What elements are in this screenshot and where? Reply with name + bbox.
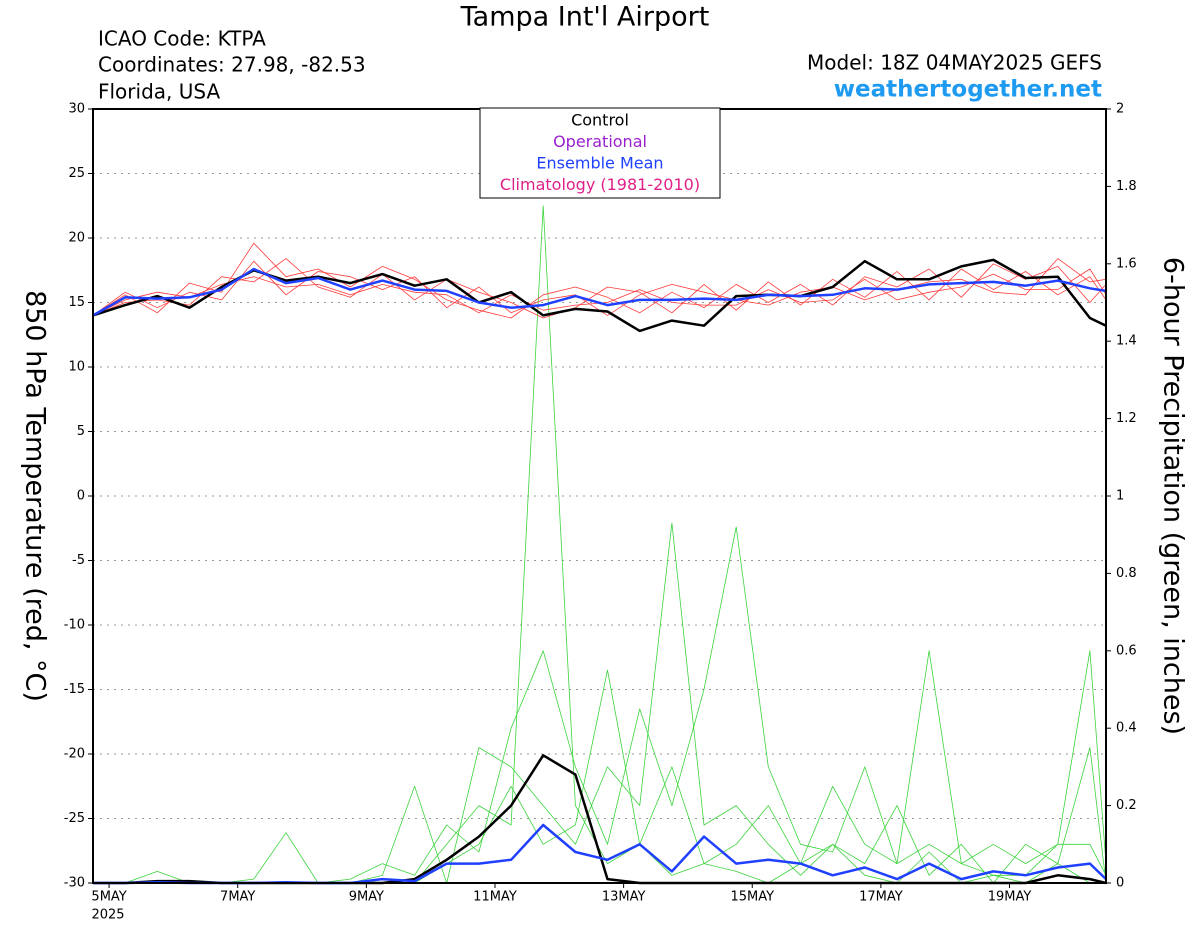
precip-member-line (93, 522, 1107, 884)
y2-tick-label: 1.4 (1116, 334, 1137, 349)
temp-member-line (92, 242, 1107, 319)
x-tick-label: 13MAY (602, 890, 646, 905)
temp-member-line (92, 258, 1107, 316)
y2-tick-label: 1 (1116, 489, 1124, 504)
y2-tick-label: 0 (1116, 876, 1124, 891)
info-line: ICAO Code: KTPA (98, 27, 266, 51)
y-tick-label: -25 (64, 811, 85, 826)
year-label: 2025 (91, 908, 124, 923)
y-tick-label: 10 (68, 360, 85, 375)
y-tick-label: -20 (64, 747, 85, 762)
y-tick-label: 0 (77, 489, 85, 504)
y2-tick-label: 0.8 (1116, 566, 1137, 581)
temp-control-line (92, 258, 1107, 333)
plot-area (88, 108, 1111, 888)
x-tick-label: 15MAY (730, 890, 774, 905)
y2-tick-label: 2 (1116, 102, 1124, 117)
y2-tick-label: 1.2 (1116, 411, 1137, 426)
y-tick-label: 30 (68, 102, 85, 117)
temp-member-line (92, 268, 1107, 316)
y2-tick-label: 1.6 (1116, 256, 1137, 271)
legend-entry: Climatology (1981-2010) (500, 175, 700, 194)
legend-entry: Operational (553, 132, 647, 151)
x-tick-label: 11MAY (473, 890, 517, 905)
legend: Control Operational Ensemble Mean Climatolo… (479, 107, 721, 199)
legend-entry: Control (571, 111, 629, 130)
y-tick-label: -30 (64, 876, 85, 891)
chart-title: Tampa Int'l Airport (460, 2, 710, 33)
y-tick-label: 20 (68, 231, 85, 246)
y2-tick-label: 0.6 (1116, 643, 1137, 658)
x-tick-label: 19MAY (988, 890, 1032, 905)
model-label: Model: 18Z 04MAY2025 GEFS (807, 51, 1102, 75)
legend-box (479, 107, 721, 199)
precip-member-line (93, 526, 1107, 884)
y-tick-label: 5 (77, 424, 85, 439)
x-tick-label: 5MAY (91, 890, 126, 905)
site-label: weathertogether.net (834, 77, 1102, 103)
y2-tick-label: 0.4 (1116, 721, 1137, 736)
info-line: Florida, USA (98, 80, 220, 104)
temp-mean-line (92, 267, 1107, 317)
info-line: Coordinates: 27.98, -82.53 (98, 53, 366, 77)
precip-control-line (93, 754, 1107, 885)
y-tick-label: 15 (68, 295, 85, 310)
y-tick-label: -15 (64, 682, 85, 697)
y-tick-label: 25 (68, 166, 85, 181)
y-axis-label: 850 hPa Temperature (red, °C) (20, 290, 51, 702)
precip-member-line (93, 650, 1107, 884)
legend-entry: Ensemble Mean (536, 154, 663, 173)
y2-tick-label: 1.8 (1116, 179, 1137, 194)
y-tick-label: -5 (72, 553, 85, 568)
precip-member-line (93, 205, 1106, 884)
y2-tick-label: 0.2 (1116, 798, 1137, 813)
x-tick-label: 9MAY (349, 890, 384, 905)
x-tick-label: 7MAY (220, 890, 255, 905)
y2-axis-label: 6-hour Precipitation (green, inches) (1158, 257, 1189, 735)
y-tick-label: -10 (64, 618, 85, 633)
x-tick-label: 17MAY (859, 890, 903, 905)
